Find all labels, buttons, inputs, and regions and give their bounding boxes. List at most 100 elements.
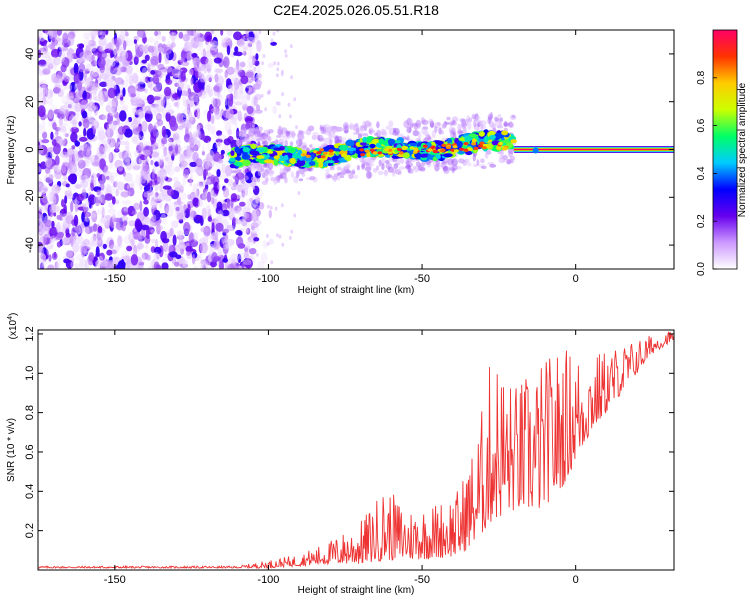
noise-blob: [73, 62, 79, 75]
noise-blob: [170, 42, 176, 48]
halo-blob: [388, 120, 394, 128]
noise-blob: [159, 202, 163, 209]
noise-blob: [61, 95, 69, 105]
x-tick-label: -100: [257, 574, 279, 586]
noise-blob: [74, 231, 80, 236]
noise-blob: [223, 138, 232, 146]
halo-blob: [331, 126, 338, 134]
noise-blob: [123, 183, 130, 191]
noise-blob: [216, 201, 223, 210]
noise-blob: [289, 130, 292, 135]
noise-blob: [56, 257, 61, 268]
signal-peak: [328, 152, 334, 156]
halo-blob: [353, 124, 359, 131]
colorbar-tick-label: 0.4: [696, 166, 707, 180]
noise-blob: [207, 110, 211, 123]
noise-blob: [262, 240, 268, 249]
noise-blob: [106, 175, 110, 180]
noise-blob: [267, 204, 270, 209]
halo-blob: [378, 159, 382, 167]
halo-blob: [291, 130, 296, 139]
halo-blob: [487, 161, 495, 166]
noise-blob: [64, 101, 69, 109]
noise-blob: [79, 259, 88, 268]
halo-blob: [263, 163, 269, 168]
halo-blob: [390, 166, 397, 174]
noise-blob: [93, 105, 99, 116]
halo-blob: [239, 176, 244, 183]
halo-blob: [350, 170, 356, 176]
noise-blob: [235, 59, 240, 71]
noise-blob: [55, 130, 59, 137]
signal-peak: [422, 144, 428, 148]
halo-blob: [283, 175, 287, 183]
halo-blob: [343, 164, 351, 169]
noise-blob: [270, 38, 274, 43]
noise-blob: [213, 98, 221, 108]
halo-blob: [332, 135, 339, 140]
signal-blob: [273, 147, 283, 151]
noise-blob: [189, 239, 199, 248]
noise-blob: [47, 147, 55, 153]
noise-blob: [49, 191, 55, 202]
noise-blob: [278, 114, 282, 119]
noise-blob: [114, 180, 121, 189]
halo-blob: [393, 163, 399, 170]
noise-blob: [240, 95, 248, 108]
x-tick-label: -50: [414, 574, 430, 586]
noise-blob: [158, 51, 162, 64]
noise-blob: [88, 30, 98, 36]
signal-peak: [409, 146, 415, 150]
noise-blob: [85, 199, 90, 207]
noise-blob: [98, 233, 104, 238]
halo-blob: [427, 135, 432, 141]
noise-blob: [247, 239, 254, 246]
halo-blob: [331, 126, 337, 131]
noise-blob: [62, 32, 69, 44]
noise-blob: [72, 121, 77, 130]
halo-blob: [258, 164, 265, 170]
noise-blob: [88, 242, 92, 250]
noise-blob: [175, 143, 179, 154]
halo-blob: [361, 160, 366, 165]
noise-blob: [98, 252, 105, 261]
halo-blob: [336, 172, 341, 176]
noise-blob: [83, 32, 91, 39]
noise-blob: [165, 156, 169, 162]
signal-blob: [273, 159, 279, 166]
halo-blob: [285, 129, 290, 138]
noise-blob: [56, 263, 61, 269]
halo-blob: [236, 139, 243, 145]
noise-blob: [90, 235, 97, 245]
halo-blob: [451, 121, 458, 126]
noise-blob: [266, 242, 270, 246]
noise-blob: [207, 69, 211, 78]
halo-blob: [471, 113, 477, 120]
y-tick-label: 1.0: [24, 366, 36, 381]
halo-blob: [311, 134, 318, 140]
noise-blob: [145, 244, 149, 249]
noise-blob: [172, 176, 179, 182]
halo-blob: [481, 124, 487, 129]
halo-blob: [344, 169, 351, 174]
halo-blob: [449, 167, 456, 171]
noise-blob: [195, 36, 203, 48]
halo-blob: [336, 126, 343, 132]
noise-blob: [99, 69, 108, 74]
halo-blob: [422, 126, 429, 131]
halo-blob: [480, 165, 487, 170]
noise-blob: [55, 233, 63, 241]
noise-blob: [245, 71, 254, 78]
noise-blob: [41, 204, 46, 214]
noise-blob: [168, 201, 175, 208]
noise-blob: [237, 219, 246, 224]
noise-blob: [67, 187, 73, 194]
halo-blob: [450, 130, 455, 139]
noise-blob: [194, 165, 199, 173]
noise-blob: [237, 230, 243, 236]
noise-blob: [64, 193, 74, 200]
noise-blob: [125, 140, 130, 153]
halo-blob: [334, 126, 341, 132]
noise-blob: [216, 130, 223, 137]
noise-blob: [61, 238, 65, 247]
